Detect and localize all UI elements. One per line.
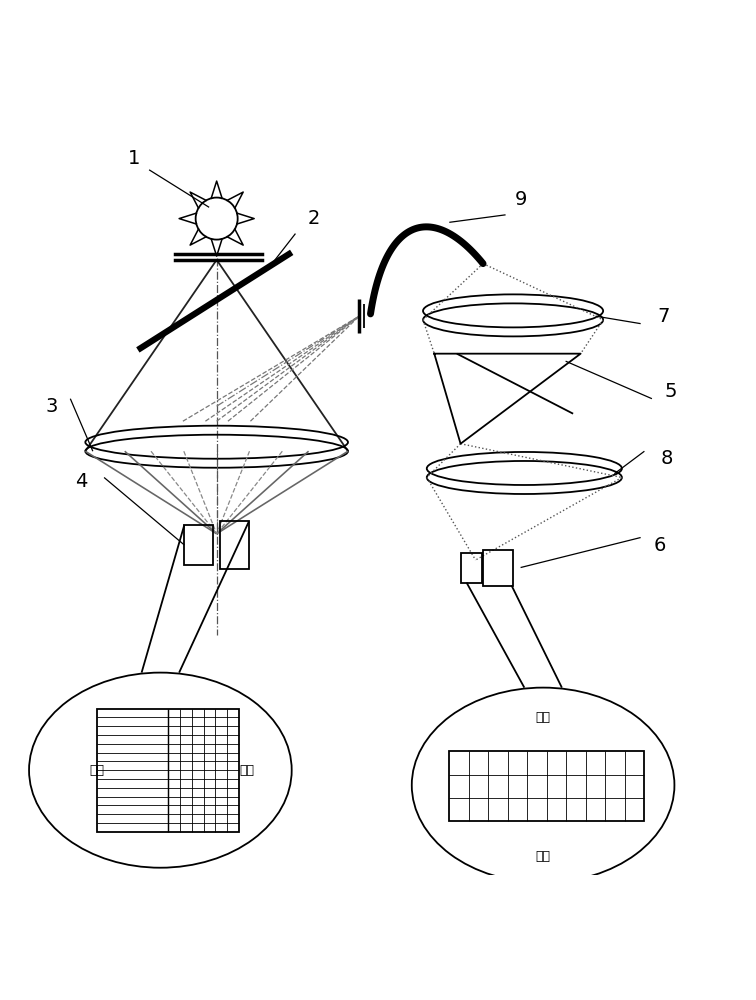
Bar [449, 751, 644, 821]
Text: 6: 6 [653, 536, 665, 555]
Text: 9: 9 [514, 190, 527, 209]
Text: 2: 2 [308, 209, 321, 228]
Text: 波长: 波长 [239, 764, 254, 777]
Text: 1: 1 [128, 149, 141, 168]
Text: 距离: 距离 [89, 764, 104, 777]
Bar [460, 553, 482, 583]
Text: 距离: 距离 [535, 711, 550, 724]
Text: 波长: 波长 [535, 850, 550, 863]
Text: 8: 8 [661, 449, 673, 468]
Bar [184, 525, 213, 565]
Bar [483, 550, 513, 586]
Text: 3: 3 [45, 397, 57, 416]
Bar [221, 521, 249, 569]
Text: 5: 5 [665, 382, 677, 401]
Text: 4: 4 [76, 472, 88, 491]
Bar [97, 709, 239, 832]
Text: 7: 7 [657, 307, 669, 326]
